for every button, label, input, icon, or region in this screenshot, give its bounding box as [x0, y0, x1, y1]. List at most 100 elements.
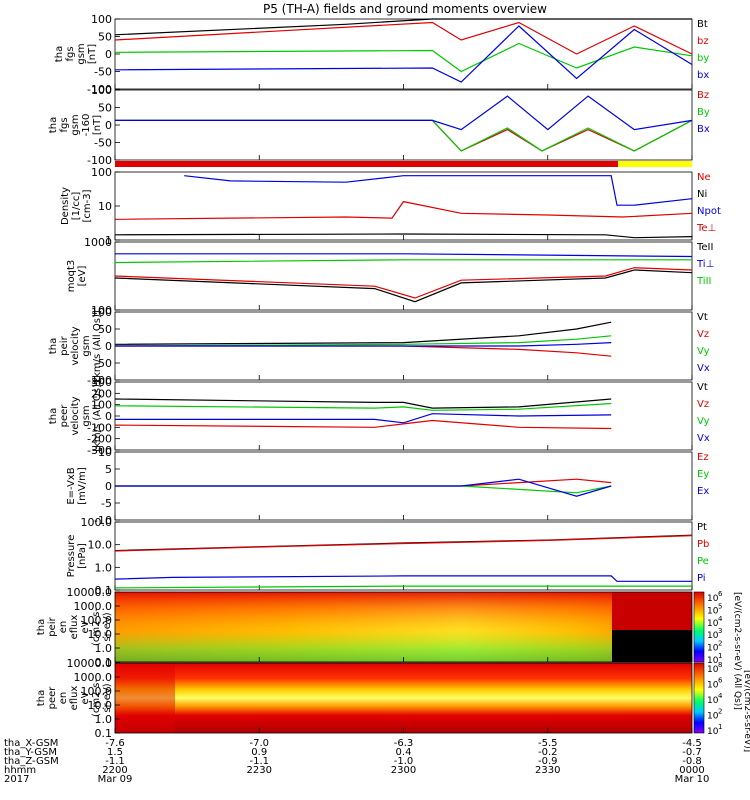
- y-axis-label: tha: [36, 690, 47, 706]
- y-tick-label: 0: [105, 48, 112, 61]
- y-tick-label: 0: [105, 410, 112, 423]
- x-axis-row-label: 2017: [4, 774, 29, 785]
- x-axis-value: 2330: [535, 765, 560, 776]
- colorbar-tick-label: 10: [707, 727, 719, 737]
- legend-entry: Pt: [697, 522, 707, 533]
- colorbar-tick-exponent: 6: [718, 677, 723, 685]
- x-axis-row-label: tha_X-GSM: [4, 738, 58, 749]
- legend-entry: Vx: [697, 433, 710, 444]
- x-axis-row-label: hhmm: [4, 765, 36, 776]
- colorbar-1: [693, 591, 705, 663]
- panel-frame: [114, 171, 693, 241]
- legend-entry: bz: [697, 36, 709, 47]
- legend-entry: TiII: [696, 276, 711, 287]
- heatmap-1-shade: [115, 592, 692, 662]
- legend-entry: Ni: [697, 189, 707, 200]
- y-tick-label: 100.0: [81, 516, 113, 529]
- panel-1: 100 50 0 -50 -100 tha fgs gsm [nT] Bt bz by bx: [54, 13, 709, 96]
- y-axis-label: sr-eV): [102, 683, 113, 712]
- series-line-Te⊥: [114, 267, 693, 299]
- y-tick-label: 1000: [84, 236, 112, 249]
- legend-entry: Vz: [697, 399, 709, 410]
- y-tick-label: -300: [87, 444, 112, 457]
- series-line-TeII: [114, 269, 693, 303]
- y-tick-label: -200: [87, 433, 112, 446]
- y-tick-label: -100: [87, 421, 112, 434]
- x-axis-value: 2300: [391, 765, 416, 776]
- panel-8: 100.0 10.0 1.0 0.1 Pressure [nPa] Pt Pb Pe Pi: [66, 516, 709, 597]
- y-tick-label: -10: [94, 514, 112, 527]
- y-tick-label: 0: [105, 119, 112, 132]
- series-line-TiII: [114, 259, 692, 264]
- figure-title: P5 (TH-A) fields and ground moments over…: [263, 2, 547, 16]
- y-axis-label: eflux: [69, 686, 80, 711]
- panel-7: 10 5 0 -5 -10 E=-VxB [mV/m] Ez Ey Ex: [66, 446, 709, 527]
- legend-entry: Vy: [697, 416, 710, 427]
- colorbar-tick-label: 10: [707, 712, 719, 722]
- colorbar-tick-exponent: 4: [718, 692, 723, 700]
- y-axis-label: eV: [80, 620, 91, 633]
- series-line-Vz: [114, 419, 612, 430]
- y-axis-label: tha: [36, 619, 47, 635]
- y-tick-label: 50: [98, 31, 112, 44]
- x-axis-value: -0.7: [682, 747, 702, 758]
- panel-5: 100 50 0 -50 -100 tha peir velocity gsm [km/s (Al…: [48, 306, 710, 387]
- colorbar-tick-label: 10: [707, 631, 719, 641]
- panel-4: 1000 100 moqt3 [eV] TeII Ti⊥ TiII: [66, 236, 714, 317]
- legend-entry: Vt: [697, 312, 708, 323]
- legend-entry: Pb: [697, 539, 709, 550]
- legend-entry: TeII: [696, 242, 713, 253]
- series-line-Vx: [115, 413, 612, 424]
- y-axis-label: (cm2-s-: [91, 679, 102, 717]
- y-tick-label: 1.0: [95, 561, 113, 574]
- y-axis-label: peer: [47, 686, 58, 710]
- y-axis-label: tha: [48, 117, 59, 133]
- legend-entry: Vt: [697, 382, 708, 393]
- y-axis-label: velocity: [70, 396, 81, 435]
- y-tick-label: 1.0: [95, 642, 113, 655]
- y-tick-label: -5: [101, 497, 112, 510]
- y-tick-label: 0.1: [95, 584, 113, 597]
- colorbar-tick-exponent: 3: [718, 627, 722, 635]
- mode-bar-red: [115, 161, 618, 167]
- legend-entry: Pe: [697, 556, 709, 567]
- series-line-Pe: [114, 585, 692, 589]
- colorbar-tick-label: 10: [707, 656, 719, 666]
- y-tick-label: 0.1: [95, 727, 113, 740]
- series-line-Npot: [184, 175, 693, 206]
- x-axis-value: -0.9: [538, 756, 558, 767]
- legend-entry: Bt: [697, 19, 708, 30]
- x-axis-value: -6.3: [394, 738, 414, 749]
- y-tick-label: 100: [91, 84, 112, 97]
- y-axis-label: velocity: [70, 326, 81, 365]
- heatmap-1-dark-top: [612, 592, 692, 630]
- y-tick-label: 300: [91, 376, 112, 389]
- x-axis-value: 2230: [247, 765, 272, 776]
- y-tick-label: 100: [91, 13, 112, 26]
- panel-frame: [114, 381, 693, 451]
- y-axis-label: en: [58, 692, 69, 705]
- legend-entry: Vz: [697, 329, 709, 340]
- series-line-Ne: [114, 200, 693, 220]
- x-axis-row-label: tha_Z-GSM: [4, 756, 59, 767]
- y-axis-label: peir: [59, 335, 70, 355]
- y-tick-label: 10: [98, 200, 112, 213]
- colorbar-tick-exponent: 6: [718, 590, 723, 598]
- x-axis-value: -1.0: [394, 756, 414, 767]
- y-tick-label: 5: [105, 463, 112, 476]
- y-tick-label: 100: [91, 166, 112, 179]
- y-axis-label: en: [58, 621, 69, 634]
- y-tick-label: 10000.0: [67, 657, 113, 670]
- panel-3: 100 10 1 Density [1/cc] [cm-3] Ne Ni Npot Te⊥: [60, 166, 721, 247]
- y-tick-label: -50: [94, 66, 112, 79]
- heatmap-2-bg: [115, 663, 692, 733]
- heatmap-1-dark: [612, 630, 692, 662]
- y-axis-label: -160: [81, 114, 92, 137]
- x-axis-value: -1.1: [105, 756, 125, 767]
- colorbar-label-2: [eV/(cm2-s-sr-eV)]: [742, 670, 750, 752]
- y-tick-label: -100: [87, 374, 112, 387]
